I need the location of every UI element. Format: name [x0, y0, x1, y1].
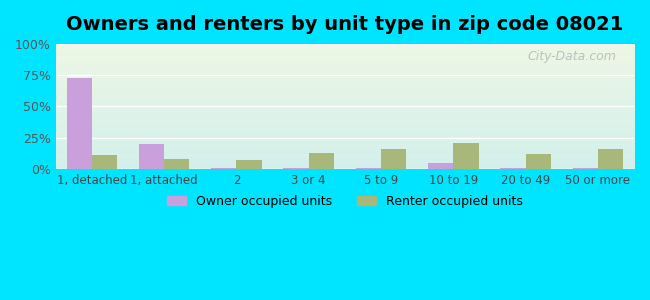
- Bar: [211, 168, 237, 169]
- Bar: [164, 159, 189, 169]
- Bar: [428, 163, 453, 169]
- Bar: [92, 155, 117, 169]
- Bar: [573, 168, 598, 169]
- Bar: [598, 149, 623, 169]
- Bar: [283, 168, 309, 169]
- Bar: [309, 153, 334, 169]
- Title: Owners and renters by unit type in zip code 08021: Owners and renters by unit type in zip c…: [66, 15, 623, 34]
- Bar: [526, 154, 551, 169]
- Bar: [139, 144, 164, 169]
- Bar: [381, 149, 406, 169]
- Bar: [66, 78, 92, 169]
- Text: City-Data.com: City-Data.com: [528, 50, 617, 63]
- Bar: [237, 160, 262, 169]
- Bar: [356, 168, 381, 169]
- Bar: [453, 142, 478, 169]
- Bar: [500, 168, 526, 169]
- Legend: Owner occupied units, Renter occupied units: Owner occupied units, Renter occupied un…: [162, 190, 528, 213]
